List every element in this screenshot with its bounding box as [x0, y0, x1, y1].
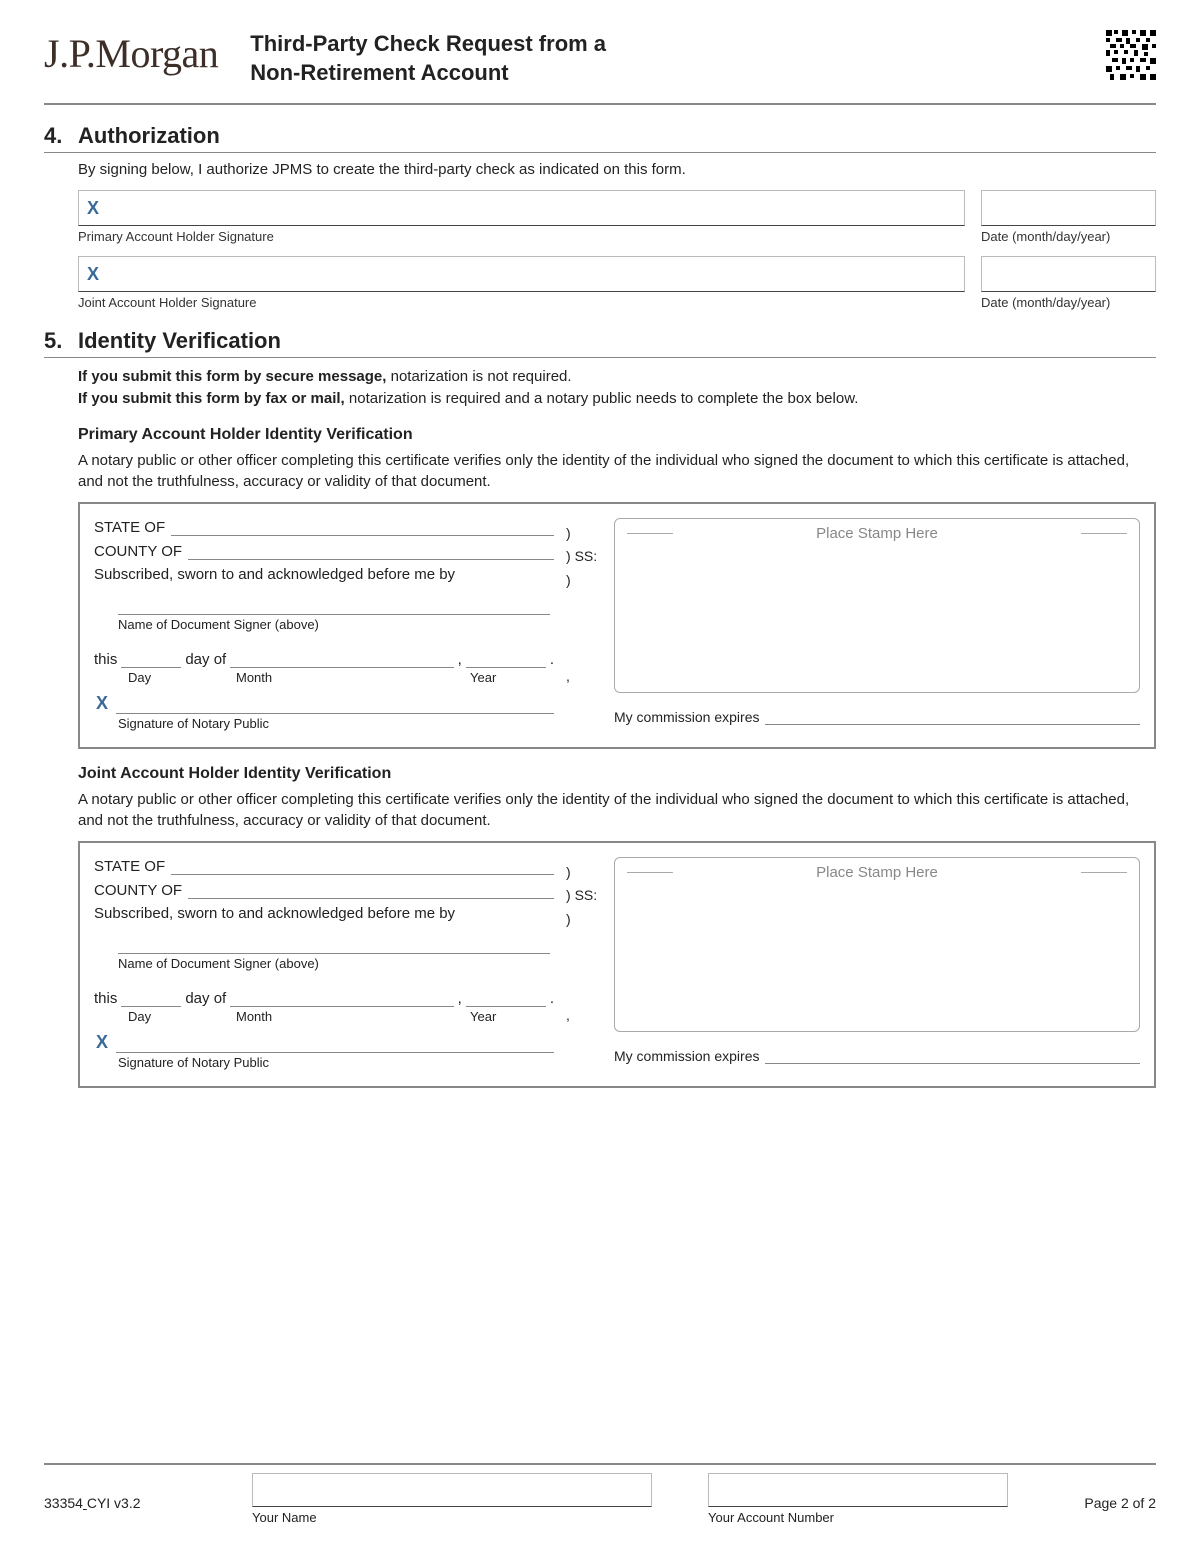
notice2-bold: If you submit this form by fax or mail,: [78, 390, 345, 407]
day-sublabel: Day: [128, 1009, 188, 1024]
primary-disclaimer: A notary public or other officer complet…: [78, 450, 1156, 492]
stamp-box: Place Stamp Here: [614, 518, 1140, 693]
ss-column: ) ) SS: ) ,: [566, 518, 602, 731]
joint-signature-field[interactable]: X: [78, 256, 965, 292]
period: .: [550, 651, 554, 668]
notice1-rest: notarization is not required.: [386, 368, 571, 385]
comma: ,: [458, 651, 462, 668]
primary-date-field[interactable]: [981, 190, 1156, 226]
day-field[interactable]: [121, 650, 181, 668]
commission-expires-field[interactable]: [765, 1046, 1140, 1064]
month-field[interactable]: [230, 650, 453, 668]
notary-signature-field[interactable]: [116, 1035, 554, 1053]
year-sublabel: Year: [470, 1009, 554, 1024]
section-5-title: Identity Verification: [78, 328, 281, 354]
page-number: Page 2 of 2: [1084, 1473, 1156, 1511]
section-4-number: 4.: [44, 123, 68, 149]
secure-message-notice: If you submit this form by secure messag…: [78, 366, 1156, 410]
stamp-box: Place Stamp Here: [614, 857, 1140, 1032]
stamp-placeholder: Place Stamp Here: [816, 525, 938, 542]
joint-disclaimer: A notary public or other officer complet…: [78, 789, 1156, 831]
section-5-number: 5.: [44, 328, 68, 354]
form-title: Third-Party Check Request from a Non-Ret…: [250, 30, 1074, 87]
county-of-label: COUNTY OF: [94, 882, 182, 899]
notary-signature-field[interactable]: [116, 696, 554, 714]
month-sublabel: Month: [236, 670, 470, 685]
section-4-title: Authorization: [78, 123, 220, 149]
section-4-header: 4. Authorization: [44, 123, 1156, 153]
account-number-field[interactable]: [708, 1473, 1008, 1507]
stamp-placeholder: Place Stamp Here: [816, 864, 938, 881]
day-sublabel: Day: [128, 670, 188, 685]
state-of-label: STATE OF: [94, 858, 165, 875]
document-signer-label: Name of Document Signer (above): [118, 956, 554, 971]
this-label: this: [94, 651, 117, 668]
commission-expires-field[interactable]: [765, 707, 1140, 725]
notary-x-mark: X: [96, 1032, 108, 1053]
document-signer-field[interactable]: [118, 593, 550, 615]
page-footer: 33354 CYI v3.2 Your Name Your Account Nu…: [44, 1463, 1156, 1525]
notice1-bold: If you submit this form by secure messag…: [78, 368, 386, 385]
this-label: this: [94, 990, 117, 1007]
primary-signature-label: Primary Account Holder Signature: [78, 229, 965, 244]
primary-date-label: Date (month/day/year): [981, 229, 1156, 244]
year-field[interactable]: [466, 650, 546, 668]
account-number-label: Your Account Number: [708, 1510, 1008, 1525]
commission-expires-label: My commission expires: [614, 1048, 759, 1064]
state-of-field[interactable]: [171, 518, 554, 536]
ss-column: ) ) SS: ) ,: [566, 857, 602, 1070]
subscribed-text: Subscribed, sworn to and acknowledged be…: [94, 566, 554, 583]
joint-notary-box: STATE OF COUNTY OF Subscribed, sworn to …: [78, 841, 1156, 1088]
document-signer-field[interactable]: [118, 932, 550, 954]
period: .: [550, 990, 554, 1007]
notary-signature-label: Signature of Notary Public: [118, 1055, 554, 1070]
qr-code-icon: [1106, 30, 1156, 80]
state-of-field[interactable]: [171, 857, 554, 875]
your-name-label: Your Name: [252, 1510, 652, 1525]
year-sublabel: Year: [470, 670, 554, 685]
title-line-2: Non-Retirement Account: [250, 60, 508, 85]
day-field[interactable]: [121, 989, 181, 1007]
joint-signature-label: Joint Account Holder Signature: [78, 295, 965, 310]
year-field[interactable]: [466, 989, 546, 1007]
signature-x-mark: X: [87, 198, 99, 219]
state-of-label: STATE OF: [94, 519, 165, 536]
notary-signature-label: Signature of Notary Public: [118, 716, 554, 731]
joint-verification-heading: Joint Account Holder Identity Verificati…: [78, 765, 1156, 783]
joint-date-label: Date (month/day/year): [981, 295, 1156, 310]
month-sublabel: Month: [236, 1009, 470, 1024]
month-field[interactable]: [230, 989, 453, 1007]
commission-expires-label: My commission expires: [614, 709, 759, 725]
primary-notary-box: STATE OF COUNTY OF Subscribed, sworn to …: [78, 502, 1156, 749]
county-of-field[interactable]: [188, 542, 554, 560]
signature-x-mark: X: [87, 264, 99, 285]
page-header: J.P.Morgan Third-Party Check Request fro…: [44, 30, 1156, 105]
authorization-intro: By signing below, I authorize JPMS to cr…: [78, 161, 1156, 178]
section-5-header: 5. Identity Verification: [44, 328, 1156, 358]
notice2-rest: notarization is required and a notary pu…: [345, 390, 859, 407]
primary-verification-heading: Primary Account Holder Identity Verifica…: [78, 426, 1156, 444]
notary-x-mark: X: [96, 693, 108, 714]
county-of-field[interactable]: [188, 881, 554, 899]
day-of-label: day of: [185, 651, 226, 668]
subscribed-text: Subscribed, sworn to and acknowledged be…: [94, 905, 554, 922]
joint-date-field[interactable]: [981, 256, 1156, 292]
county-of-label: COUNTY OF: [94, 543, 182, 560]
document-signer-label: Name of Document Signer (above): [118, 617, 554, 632]
section-identity-verification: 5. Identity Verification If you submit t…: [44, 328, 1156, 1088]
jpmorgan-logo: J.P.Morgan: [44, 30, 218, 77]
form-code: 33354 CYI v3.2: [44, 1473, 234, 1511]
comma: ,: [458, 990, 462, 1007]
primary-signature-field[interactable]: X: [78, 190, 965, 226]
title-line-1: Third-Party Check Request from a: [250, 31, 606, 56]
your-name-field[interactable]: [252, 1473, 652, 1507]
day-of-label: day of: [185, 990, 226, 1007]
section-authorization: 4. Authorization By signing below, I aut…: [44, 123, 1156, 310]
